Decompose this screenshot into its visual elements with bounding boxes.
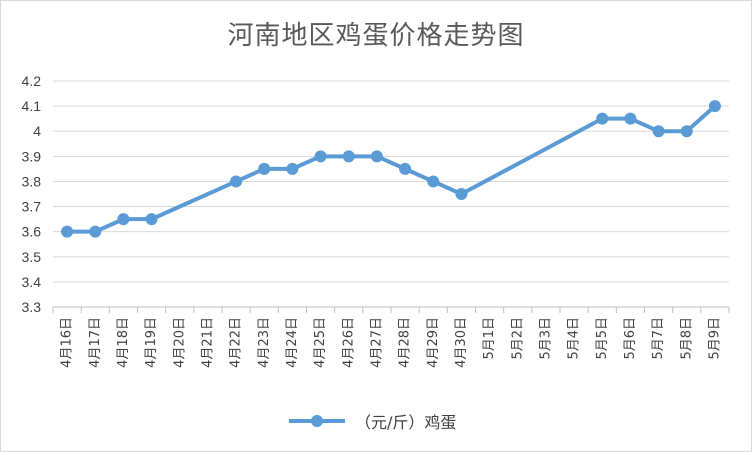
y-tick-label: 3.4 bbox=[22, 274, 42, 290]
plot-area: 3.33.43.53.63.73.83.944.14.2 4月16日 4月17日 4… bbox=[22, 73, 730, 368]
data-point bbox=[680, 125, 693, 138]
y-tick-label: 4 bbox=[33, 123, 41, 139]
y-tick-label: 3.6 bbox=[22, 224, 42, 240]
legend-label: （元/斤）鸡蛋 bbox=[355, 413, 457, 432]
x-tick-label: 4月22日 bbox=[229, 317, 244, 368]
gridlines bbox=[53, 80, 729, 308]
x-tick-label: 4月27日 bbox=[369, 317, 384, 368]
legend: （元/斤）鸡蛋 bbox=[287, 409, 456, 433]
y-tick-label: 3.7 bbox=[22, 199, 42, 215]
x-tick-label: 5月5日 bbox=[595, 317, 610, 360]
x-tick-label: 5月2日 bbox=[510, 317, 525, 360]
x-tick-label: 4月30日 bbox=[454, 317, 469, 368]
x-tick-label: 5月1日 bbox=[482, 317, 497, 360]
x-tick-label: 5月6日 bbox=[623, 317, 638, 360]
data-point bbox=[370, 150, 383, 163]
x-tick-label: 4月26日 bbox=[341, 317, 356, 368]
x-tick-label: 4月16日 bbox=[60, 317, 75, 368]
data-point bbox=[145, 213, 158, 226]
data-point bbox=[708, 100, 721, 113]
data-point bbox=[286, 162, 299, 175]
y-tick-label: 4.1 bbox=[22, 98, 42, 114]
y-axis: 3.3 3.4 3.5 3.6 3.7 3.8 3.9 4 4.1 4.2 bbox=[22, 73, 42, 315]
x-tick-label: 5月8日 bbox=[679, 317, 694, 360]
x-tick-label: 4月18日 bbox=[116, 317, 131, 368]
data-point bbox=[624, 112, 637, 125]
series-line bbox=[65, 104, 717, 234]
data-point bbox=[314, 150, 327, 163]
data-point bbox=[89, 225, 102, 238]
data-point bbox=[230, 175, 243, 188]
x-axis: 4月16日 4月17日 4月18日 4月19日 4月20日 4月21日 4月22日 4月23日… bbox=[52, 306, 730, 368]
data-point bbox=[61, 225, 74, 238]
y-tick-label: 4.2 bbox=[22, 73, 42, 89]
series-group bbox=[61, 100, 721, 238]
data-point bbox=[652, 125, 665, 138]
chart-title: 河南地区鸡蛋价格走势图 bbox=[227, 21, 525, 51]
x-tick-label: 4月24日 bbox=[285, 317, 300, 368]
data-point bbox=[427, 175, 440, 188]
y-tick-label: 3.8 bbox=[22, 173, 42, 189]
x-tick-label: 5月4日 bbox=[567, 317, 582, 360]
x-tick-label: 4月25日 bbox=[313, 317, 328, 368]
data-point bbox=[258, 162, 271, 175]
y-tick-label: 3.3 bbox=[22, 299, 42, 315]
data-point bbox=[342, 150, 355, 163]
data-point bbox=[399, 162, 412, 175]
legend-swatch bbox=[289, 415, 345, 427]
data-point bbox=[117, 213, 130, 226]
x-tick-label: 4月19日 bbox=[144, 317, 159, 368]
data-point bbox=[455, 188, 468, 200]
x-tick-label: 5月3日 bbox=[538, 317, 553, 360]
x-tick-label: 4月29日 bbox=[426, 317, 441, 368]
x-tick-label: 4月21日 bbox=[200, 317, 215, 368]
x-tick-label: 5月9日 bbox=[707, 317, 722, 360]
data-point bbox=[596, 112, 609, 125]
x-tick-label: 5月7日 bbox=[651, 317, 666, 360]
x-tick-label: 4月20日 bbox=[172, 317, 187, 368]
x-tick-label: 4月28日 bbox=[398, 317, 413, 368]
y-tick-label: 3.9 bbox=[22, 148, 42, 164]
x-tick-label: 4月17日 bbox=[88, 317, 103, 368]
x-tick-label: 4月23日 bbox=[257, 317, 272, 368]
y-tick-label: 3.5 bbox=[22, 249, 42, 265]
